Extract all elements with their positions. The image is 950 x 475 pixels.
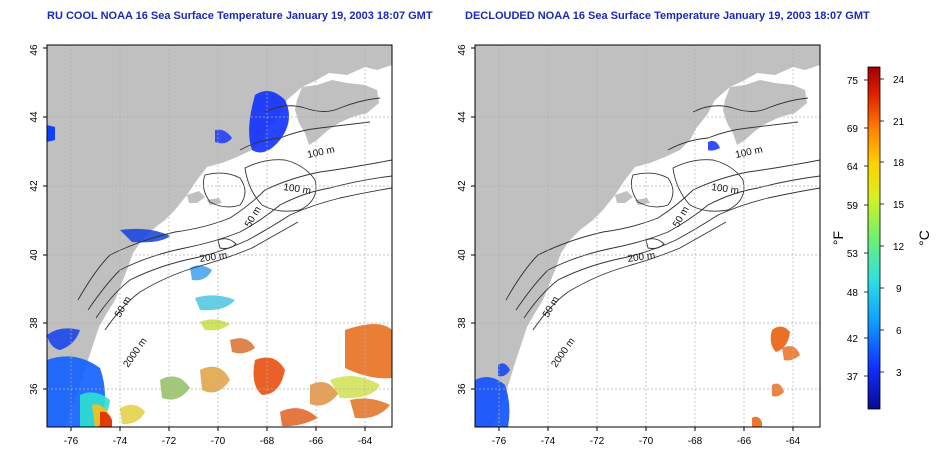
x-tick-label: -66 — [309, 436, 324, 447]
celsius-tick-label: 9 — [896, 284, 902, 295]
fahrenheit-tick-label: 75 — [847, 76, 859, 87]
y-axis-left: 36 38 40 42 44 46 — [29, 44, 47, 395]
celsius-tick-label: 21 — [893, 117, 905, 128]
bathymetry-contours — [505, 97, 820, 331]
grid-lines — [475, 45, 820, 427]
fahrenheit-tick-label: 69 — [847, 124, 859, 135]
y-tick-label: 36 — [457, 383, 468, 395]
celsius-ticks: 24 21 18 15 12 9 6 3 — [893, 75, 905, 379]
contour-label: 200 m — [627, 250, 656, 265]
celsius-tick-label: 15 — [893, 200, 905, 211]
celsius-axis-label: °C — [916, 230, 932, 246]
y-tick-label: 42 — [457, 180, 468, 192]
celsius-tick-label: 3 — [896, 368, 902, 379]
celsius-tick-label: 18 — [893, 158, 905, 169]
fahrenheit-tick-label: 59 — [847, 201, 859, 212]
celsius-tick-label: 24 — [893, 75, 905, 86]
fahrenheit-tick-label: 37 — [847, 372, 859, 383]
map-panel-left: 100 m 100 m 50 m 200 m 50 m 2000 m 36 38… — [29, 44, 393, 447]
x-tick-label: -66 — [737, 436, 752, 447]
x-tick-label: -74 — [541, 436, 556, 447]
sst-patches — [47, 91, 392, 427]
fahrenheit-tick-label: 42 — [847, 334, 859, 345]
fahrenheit-tick-label: 53 — [847, 249, 859, 260]
x-tick-label: -70 — [639, 436, 654, 447]
y-tick-label: 38 — [29, 317, 40, 329]
celsius-tick-label: 12 — [893, 242, 905, 253]
y-tick-label: 42 — [29, 180, 40, 192]
colorbar: 75 69 64 59 53 48 42 37 24 21 18 15 12 9… — [830, 66, 932, 410]
map-frame — [46, 44, 393, 428]
y-tick-label: 40 — [29, 249, 40, 261]
x-tick-label: -70 — [211, 436, 226, 447]
x-tick-label: -64 — [786, 436, 801, 447]
contour-label: 200 m — [199, 250, 228, 265]
x-axis-left: -76 -74 -72 -70 -68 -66 -64 — [64, 427, 373, 447]
y-tick-label: 46 — [29, 44, 40, 56]
x-tick-label: -76 — [64, 436, 79, 447]
y-tick-label: 38 — [457, 317, 468, 329]
y-tick-label: 36 — [29, 383, 40, 395]
fahrenheit-ticks: 75 69 64 59 53 48 42 37 — [847, 76, 859, 383]
map-title-right: DECLOUDED NOAA 16 Sea Surface Temperatur… — [465, 10, 870, 22]
map-title-left: RU COOL NOAA 16 Sea Surface Temperature … — [47, 10, 433, 22]
fahrenheit-tick-label: 64 — [847, 162, 859, 173]
fahrenheit-tick-label: 48 — [847, 288, 859, 299]
sst-patches — [475, 140, 800, 427]
x-tick-label: -72 — [162, 436, 177, 447]
grid-lines — [47, 45, 392, 427]
x-tick-label: -64 — [358, 436, 373, 447]
contour-label: 100 m — [283, 182, 312, 197]
x-tick-label: -68 — [688, 436, 703, 447]
y-tick-label: 46 — [457, 44, 468, 56]
x-axis-right: -76 -74 -72 -70 -68 -66 -64 — [492, 427, 801, 447]
x-tick-label: -74 — [113, 436, 128, 447]
y-tick-label: 44 — [29, 111, 40, 123]
x-tick-label: -68 — [260, 436, 275, 447]
fahrenheit-axis-label: °F — [830, 231, 846, 245]
contour-label: 100 m — [711, 182, 740, 197]
x-tick-label: -72 — [590, 436, 605, 447]
map-panel-right: 100 m 100 m 50 m 200 m 50 m 2000 m 36 38… — [457, 44, 821, 447]
y-tick-label: 44 — [457, 111, 468, 123]
x-tick-label: -76 — [492, 436, 507, 447]
celsius-tick-label: 6 — [896, 326, 902, 337]
colorbar-gradient — [867, 66, 881, 410]
y-axis-right: 36 38 40 42 44 46 — [457, 44, 475, 395]
map-frame — [474, 44, 821, 428]
y-tick-label: 40 — [457, 249, 468, 261]
